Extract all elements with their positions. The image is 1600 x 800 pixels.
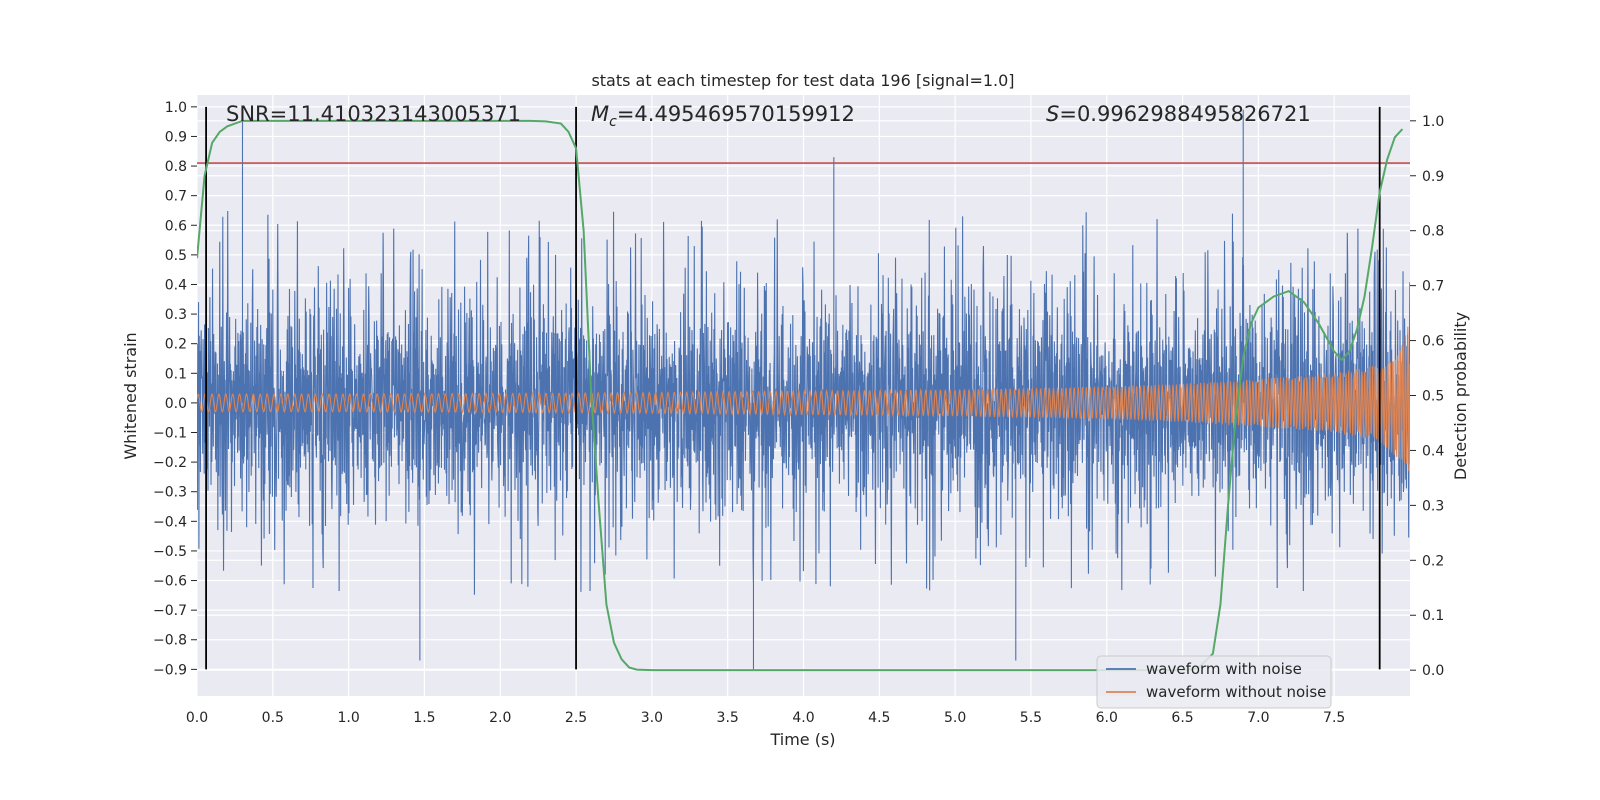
y-tick-label-right: 0.3: [1422, 498, 1444, 514]
annotation-chirp-mass-subscript: c: [609, 114, 617, 130]
annotation-chirp-mass: Mc=4.495469570159912: [591, 102, 855, 130]
x-tick-label: 1.0: [337, 710, 359, 726]
y-tick-label: −0.2: [153, 455, 187, 471]
legend-label-noise: waveform with noise: [1146, 660, 1302, 678]
x-tick-label: 7.0: [1247, 710, 1269, 726]
y-tick-label: −0.8: [153, 633, 187, 649]
y-tick-label: −0.7: [153, 603, 187, 619]
y-tick-label: 0.8: [165, 159, 187, 175]
y-tick-label: 0.9: [165, 129, 187, 145]
series-detection-probability: [197, 119, 1404, 672]
y-tick-label: −0.1: [153, 426, 187, 442]
y-tick-label-right: 1.0: [1422, 114, 1444, 130]
x-tick-label: 2.5: [565, 710, 587, 726]
x-tick-label: 5.5: [1020, 710, 1042, 726]
x-tick-label: 7.5: [1323, 710, 1345, 726]
y-tick-label-right: 0.7: [1422, 279, 1444, 295]
y-tick-label: 0.4: [165, 277, 187, 293]
series-waveform-without-noise: [197, 326, 1410, 472]
series-waveform-with-noise: [197, 109, 1410, 670]
y-tick-label-right: 0.4: [1422, 443, 1444, 459]
y-tick-label: −0.3: [153, 485, 187, 501]
y-tick-label: −0.9: [153, 662, 187, 678]
legend-label-clean: waveform without noise: [1146, 683, 1326, 701]
y-tick-label-right: 0.5: [1422, 389, 1444, 405]
annotation-s: S=0.9962988495826721: [1046, 102, 1311, 126]
y-tick-label: 0.7: [165, 189, 187, 205]
y-tick-label: −0.5: [153, 544, 187, 560]
legend: waveform with noise waveform without noi…: [1096, 655, 1332, 709]
x-axis-label: Time (s): [769, 730, 835, 749]
y-tick-label: 0.5: [165, 248, 187, 264]
legend-box: [1096, 655, 1332, 709]
x-tick-label: 2.0: [489, 710, 511, 726]
y-tick-label: 0.2: [165, 337, 187, 353]
y-tick-label-right: 0.8: [1422, 224, 1444, 240]
x-tick-label: 4.5: [868, 710, 890, 726]
x-tick-label: 1.5: [413, 710, 435, 726]
y-axis-label: Whitened strain: [121, 332, 140, 459]
y-tick-label: 1.0: [165, 100, 187, 116]
y-tick-label: 0.0: [165, 396, 187, 412]
y-tick-label-right: 0.0: [1422, 663, 1444, 679]
y-tick-label: 0.1: [165, 366, 187, 382]
x-ticks: 0.0 0.5 1.0 1.5 2.0 2.5 3.0 3.5 4.0 4.5 5.0 5.5 6.0 6…: [186, 710, 1345, 726]
series-group: [197, 106, 1410, 672]
annotation-chirp-mass-value: =4.495469570159912: [617, 102, 855, 126]
y-tick-label-right: 0.1: [1422, 608, 1444, 624]
y-tick-label-right: 0.2: [1422, 553, 1444, 569]
x-tick-label: 6.5: [1171, 710, 1193, 726]
y-axis-label-right: Detection probability: [1451, 312, 1470, 480]
x-tick-label: 0.5: [262, 710, 284, 726]
annotation-chirp-mass-symbol: M: [591, 102, 609, 126]
annotation-snr: SNR=11.410323143005371: [226, 102, 521, 126]
annotation-s-value: =0.9962988495826721: [1059, 102, 1310, 126]
y-tick-label-right: 0.9: [1422, 169, 1444, 185]
y-tick-label: −0.4: [153, 514, 187, 530]
y-tick-label: 0.3: [165, 307, 187, 323]
y-tick-label: 0.6: [165, 218, 187, 234]
x-tick-label: 4.0: [792, 710, 814, 726]
annotation-s-symbol: S: [1046, 102, 1059, 126]
x-tick-label: 0.0: [186, 710, 208, 726]
y-ticks-left: 1.0 0.9 0.8 0.7 0.6 0.5 0.4 0.3 0.2 0.1 0.0 −0.1 −0.…: [153, 100, 197, 678]
x-tick-label: 6.0: [1096, 710, 1118, 726]
y-ticks-right: 1.0 0.9 0.8 0.7 0.6 0.5 0.4 0.3 0.2 0.1 0.0: [1410, 114, 1444, 679]
y-tick-label-right: 0.6: [1422, 334, 1444, 350]
x-tick-label: 3.5: [717, 710, 739, 726]
vertical-markers: [205, 106, 1381, 670]
x-tick-label: 3.0: [641, 710, 663, 726]
chart-title: stats at each timestep for test data 196…: [591, 71, 1014, 90]
x-tick-label: 5.0: [944, 710, 966, 726]
y-tick-label: −0.6: [153, 574, 187, 590]
